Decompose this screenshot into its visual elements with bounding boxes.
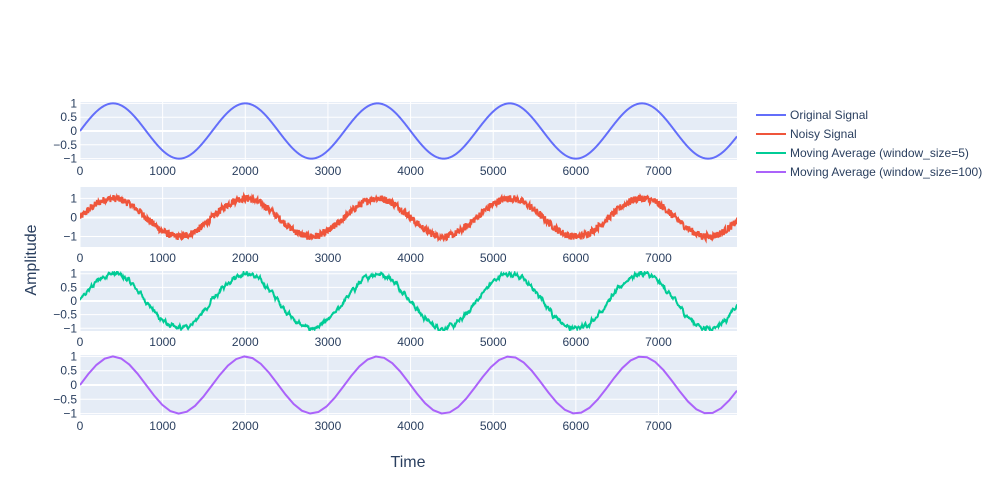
- x-tick-label: 4000: [397, 335, 424, 349]
- x-tick-label: 4000: [397, 251, 424, 265]
- y-tick-label: 1: [70, 96, 77, 110]
- x-tick-label: 0: [77, 251, 84, 265]
- x-tick-label: 5000: [480, 251, 507, 265]
- legend-label: Original Signal: [790, 108, 868, 122]
- series-line-1[interactable]: [80, 102, 737, 160]
- series-line-3[interactable]: [80, 271, 737, 332]
- series-line-4[interactable]: [80, 355, 737, 415]
- x-tick-label: 3000: [315, 164, 342, 178]
- x-tick-label: 6000: [562, 164, 589, 178]
- x-tick-label: 3000: [315, 419, 342, 433]
- x-tick-label: 0: [77, 335, 84, 349]
- x-tick-label: 4000: [397, 419, 424, 433]
- y-tick-label: 1: [70, 191, 77, 205]
- legend-item[interactable]: Noisy Signal: [756, 127, 857, 141]
- y-tick-label: 0: [70, 294, 77, 308]
- y-axis-title: Amplitude: [23, 224, 40, 295]
- x-tick-label: 1000: [149, 251, 176, 265]
- x-tick-label: 1000: [149, 164, 176, 178]
- x-tick-label: 7000: [645, 335, 672, 349]
- legend-label: Moving Average (window_size=5): [790, 146, 969, 160]
- y-tick-label: −1: [63, 152, 77, 166]
- x-tick-label: 6000: [562, 251, 589, 265]
- x-tick-label: 1000: [149, 335, 176, 349]
- y-tick-label: 0.5: [60, 364, 77, 378]
- x-tick-label: 5000: [480, 335, 507, 349]
- x-tick-label: 2000: [232, 164, 259, 178]
- x-tick-label: 0: [77, 164, 84, 178]
- x-tick-label: 4000: [397, 164, 424, 178]
- x-tick-label: 5000: [480, 164, 507, 178]
- x-axis-title: Time: [391, 454, 426, 471]
- y-tick-label: 0.5: [60, 280, 77, 294]
- x-tick-label: 2000: [232, 419, 259, 433]
- y-tick-label: −1: [63, 407, 77, 421]
- legend-item[interactable]: Original Signal: [756, 108, 868, 122]
- y-tick-label: −1: [63, 230, 77, 244]
- subplots: 10.50−0.5−10 1000 2000 3000 4000 5000 6000 7000…: [53, 96, 737, 433]
- x-tick-label: 2000: [232, 251, 259, 265]
- subplot-4: 10.50−0.5−10 1000 2000 3000 4000 5000 6000 7000: [53, 349, 737, 433]
- x-tick-label: 0: [77, 419, 84, 433]
- subplot-2: 10−10 1000 2000 3000 4000 5000 6000 7000: [63, 187, 737, 265]
- y-tick-label: −0.5: [53, 392, 77, 406]
- legend: Original Signal Noisy Signal Moving Averag…: [756, 108, 982, 179]
- y-tick-label: 0: [70, 210, 77, 224]
- y-tick-label: 0.5: [60, 110, 77, 124]
- series-line-2[interactable]: [80, 191, 737, 244]
- legend-item[interactable]: Moving Average (window_size=100): [756, 165, 982, 179]
- y-tick-label: 0: [70, 378, 77, 392]
- y-tick-label: −0.5: [53, 308, 77, 322]
- y-tick-label: 0: [70, 124, 77, 138]
- x-tick-label: 7000: [645, 164, 672, 178]
- y-tick-label: 1: [70, 349, 77, 363]
- x-tick-label: 6000: [562, 335, 589, 349]
- legend-item[interactable]: Moving Average (window_size=5): [756, 146, 969, 160]
- x-tick-label: 1000: [149, 419, 176, 433]
- legend-label: Moving Average (window_size=100): [790, 165, 982, 179]
- x-tick-label: 7000: [645, 251, 672, 265]
- y-tick-label: 1: [70, 267, 77, 281]
- subplot-3: 10.50−0.5−10 1000 2000 3000 4000 5000 6000 7000: [53, 267, 737, 349]
- x-tick-label: 6000: [562, 419, 589, 433]
- x-tick-label: 3000: [315, 335, 342, 349]
- x-tick-label: 2000: [232, 335, 259, 349]
- x-tick-label: 3000: [315, 251, 342, 265]
- subplot-1: 10.50−0.5−10 1000 2000 3000 4000 5000 6000 7000: [53, 96, 737, 178]
- x-tick-label: 5000: [480, 419, 507, 433]
- legend-label: Noisy Signal: [790, 127, 857, 141]
- y-tick-label: −1: [63, 321, 77, 335]
- y-tick-label: −0.5: [53, 138, 77, 152]
- x-tick-label: 7000: [645, 419, 672, 433]
